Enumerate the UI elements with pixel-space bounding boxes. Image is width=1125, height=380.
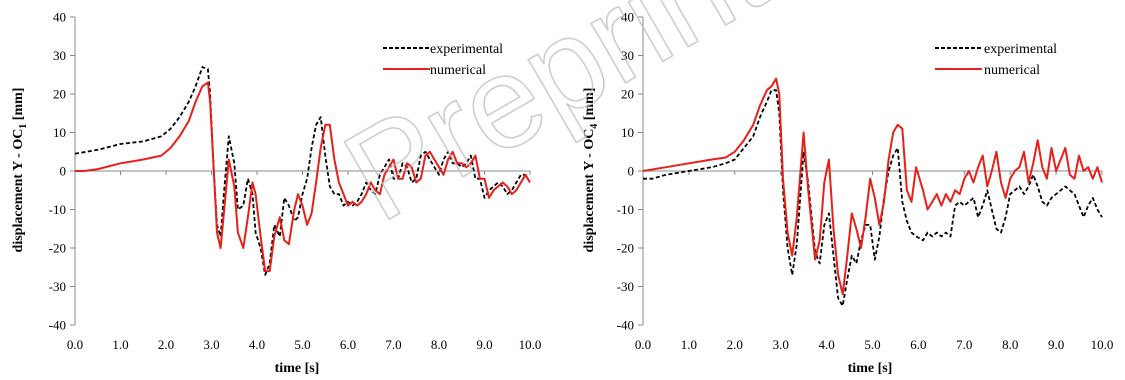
chart-left-y-axis-title-unit: [mm] [11, 88, 26, 124]
chart-left-x-tick-label: 1.0 [112, 337, 128, 352]
chart-left-y-axis-title-sub: 1 [18, 124, 29, 129]
chart-right-legend: experimental numerical [935, 42, 1057, 78]
chart-left-x-tick-label: 7.0 [385, 337, 401, 352]
chart-left-x-tick-label: 10.0 [519, 337, 542, 352]
chart-left-x-axis-title: time [s] [275, 361, 320, 376]
chart-right-legend-experimental-label: experimental [984, 42, 1057, 57]
chart-left: 40 30 20 10 0 -10 -20 -30 -400.0 1.0 2.0 3.0 4.0 5.0 6… [11, 10, 541, 377]
chart-left-series-numerical-line [75, 81, 531, 273]
chart-left-x-tick-label: 9.0 [476, 337, 492, 352]
chart-left-legend-numerical-label: numerical [430, 63, 486, 78]
chart-left-x-tick-label: 3.0 [203, 337, 219, 352]
chart-right-y-axis-title-main: displacement Y - OC [582, 129, 597, 253]
chart-right-y-tick-label: -10 [617, 202, 634, 217]
chart-left-x-tick-label: 0.0 [67, 337, 83, 352]
chart-right-y-tick-label: 20 [621, 87, 634, 102]
chart-right-plot: 40 30 20 10 0 -10 -20 -30 -400.0 1.0 2.0 3.0 4.0 5.0 6… [617, 10, 1114, 353]
chart-left-y-tick-label: -20 [49, 241, 66, 256]
chart-right-y-tick-label: -30 [617, 279, 634, 294]
chart-right-x-tick-label: 8.0 [1002, 337, 1018, 352]
chart-right-x-tick-label: 3.0 [773, 337, 789, 352]
chart-right-legend-numerical-label: numerical [984, 63, 1040, 78]
chart-left-y-tick-label: 30 [53, 48, 66, 63]
chart-right-series-experimental-line [643, 89, 1103, 307]
chart-right-y-axis-title-unit: [mm] [582, 88, 597, 124]
chart-right-x-tick-label: 4.0 [818, 337, 834, 352]
chart-right-y-axis-title-sub: 4 [589, 124, 600, 129]
chart-left-y-tick-label: -30 [49, 279, 66, 294]
chart-left-x-tick-label: 6.0 [340, 337, 356, 352]
chart-left-y-tick-label: 20 [53, 87, 66, 102]
chart-left-y-tick-label: 40 [53, 10, 66, 25]
chart-right: 40 30 20 10 0 -10 -20 -30 -400.0 1.0 2.0 3.0 4.0 5.0 6… [582, 10, 1113, 377]
chart-right-x-tick-label: 5.0 [864, 337, 880, 352]
chart-left-x-tick-label: 8.0 [431, 337, 447, 352]
chart-right-y-tick-label: 30 [621, 48, 634, 63]
chart-left-y-tick-label: -40 [49, 318, 66, 333]
chart-left-y-axis-title-main: displacement Y - OC [11, 129, 26, 253]
chart-left-legend: experimental numerical [383, 42, 503, 78]
chart-right-x-tick-label: 7.0 [956, 337, 972, 352]
chart-right-y-tick-label: -40 [617, 318, 634, 333]
chart-right-y-tick-label: 0 [628, 164, 635, 179]
chart-left-plot: 40 30 20 10 0 -10 -20 -30 -400.0 1.0 2.0 3.0 4.0 5.0 6… [49, 10, 542, 353]
chart-right-y-tick-label: 10 [621, 125, 634, 140]
chart-right-x-tick-label: 10.0 [1091, 337, 1114, 352]
chart-right-y-axis-title: displacement Y - OC4 [mm] [582, 88, 600, 253]
chart-left-y-axis-title: displacement Y - OC1 [mm] [11, 88, 29, 253]
chart-right-series-numerical-line [642, 77, 1103, 296]
chart-left-y-tick-label: 10 [53, 125, 66, 140]
chart-left-legend-experimental-label: experimental [430, 42, 503, 57]
chart-right-x-tick-label: 2.0 [727, 337, 743, 352]
chart-right-y-tick-label: 40 [621, 10, 634, 25]
chart-right-x-tick-label: 0.0 [635, 337, 651, 352]
chart-right-x-axis-title: time [s] [848, 361, 893, 376]
chart-left-y-tick-label: -10 [49, 202, 66, 217]
chart-right-x-tick-label: 1.0 [681, 337, 697, 352]
chart-left-x-tick-label: 4.0 [249, 337, 265, 352]
chart-left-y-tick-label: 0 [60, 164, 67, 179]
chart-left-x-tick-label: 2.0 [158, 337, 174, 352]
chart-right-y-tick-label: -20 [617, 241, 634, 256]
chart-left-series-experimental-line [74, 66, 531, 276]
chart-left-x-tick-label: 5.0 [294, 337, 310, 352]
chart-right-x-tick-label: 6.0 [910, 337, 926, 352]
chart-right-x-tick-label: 9.0 [1048, 337, 1064, 352]
